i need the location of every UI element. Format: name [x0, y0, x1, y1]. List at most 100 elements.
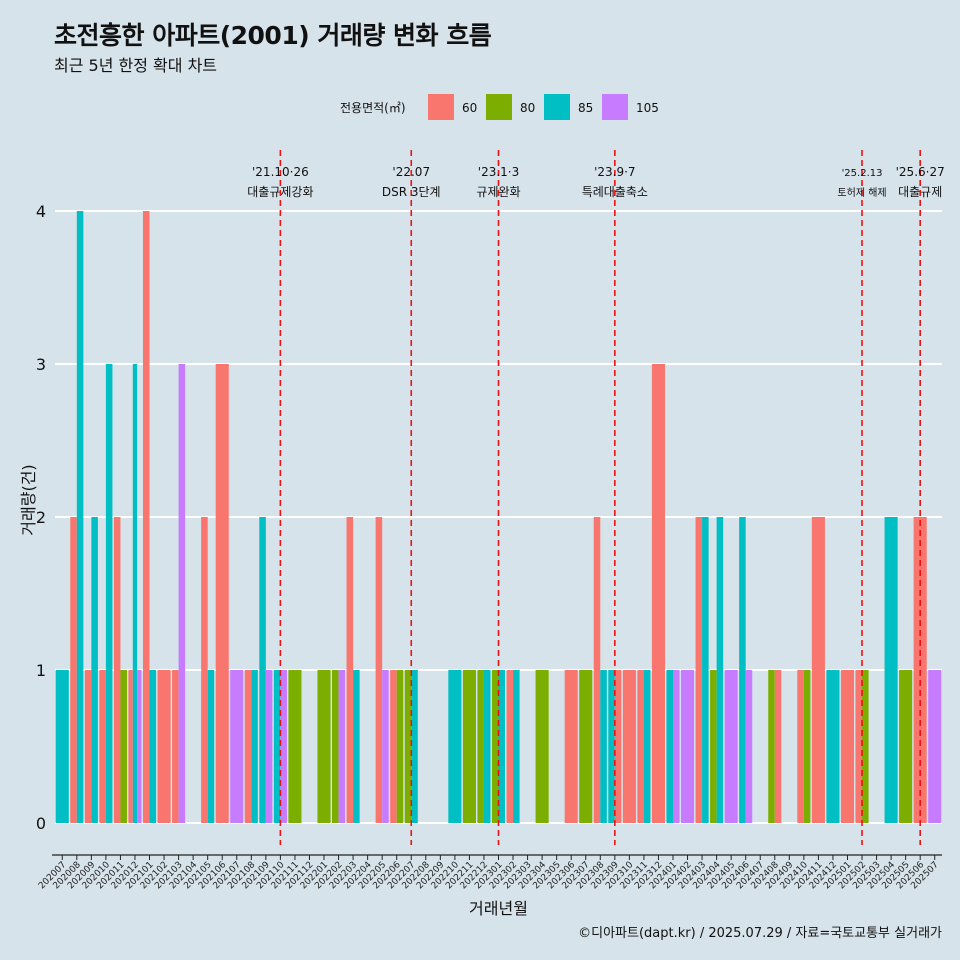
event-date-label: '25.2.13 — [842, 168, 883, 179]
y-tick-label: 4 — [36, 202, 46, 221]
bar-202207-85 — [411, 670, 418, 823]
bar-202009-60 — [84, 670, 92, 823]
bar-202201-80 — [317, 670, 331, 823]
event-name-label: 토허제 해제 — [837, 186, 886, 199]
bar-202105-60 — [201, 517, 208, 823]
bar-202012-85 — [132, 364, 138, 823]
x-axis-title: 거래년월 — [469, 899, 528, 918]
bar-202212-85 — [483, 670, 491, 823]
source-caption: ©디아파트(dapt.kr) / 2025.07.29 / 자료=국토교통부 실… — [578, 926, 942, 941]
bar-202212-80 — [477, 670, 484, 823]
y-tick-label: 0 — [36, 814, 46, 833]
bar-202502-80 — [862, 670, 869, 823]
bar-202412-85 — [826, 670, 840, 823]
legend-label-105: 105 — [636, 101, 659, 115]
bar-202309-60 — [614, 670, 622, 823]
event-name-label: 대출규제 — [898, 185, 942, 199]
legend-swatch-85 — [544, 94, 570, 120]
bar-202103-105 — [178, 364, 186, 823]
bar-202011-80 — [120, 670, 127, 823]
legend-label-80: 80 — [520, 101, 535, 115]
bar-202411-60 — [811, 517, 825, 823]
bar-202011-60 — [113, 517, 121, 823]
bar-202109-105 — [265, 670, 273, 823]
bar-202310-60 — [622, 670, 636, 823]
bar-202408-80 — [768, 670, 775, 823]
bar-202308-60 — [593, 517, 601, 823]
bar-202012-60 — [128, 670, 133, 823]
bar-202101-85 — [149, 670, 157, 823]
y-tick-label: 2 — [36, 508, 46, 527]
bar-202012-105 — [137, 670, 142, 823]
event-name-label: DSR 3단계 — [382, 185, 441, 199]
y-axis-title: 거래량(건) — [19, 464, 38, 535]
event-name-label: 대출규제강화 — [247, 185, 313, 199]
bar-202403-85 — [702, 517, 709, 823]
bar-202008-60 — [70, 517, 77, 823]
bar-202111-80 — [288, 670, 302, 823]
bar-202402-105 — [680, 670, 695, 823]
bar-202502-60 — [855, 670, 863, 823]
bar-202010-85 — [105, 364, 113, 823]
bar-202108-60 — [244, 670, 252, 823]
event-date-label: '23.1·3 — [478, 165, 519, 179]
y-tick-label: 3 — [36, 355, 46, 374]
bar-202205-60 — [375, 517, 383, 823]
bar-202507-105 — [928, 670, 942, 823]
legend: 전용면적(㎡) 60 80 85 105 — [340, 94, 659, 120]
bar-202105-85 — [207, 670, 215, 823]
bar-202202-80 — [332, 670, 339, 823]
bar-202101-60 — [142, 211, 150, 823]
legend-swatch-80 — [486, 94, 512, 120]
event-date-label: '25.6·27 — [896, 165, 945, 179]
bar-202406-85 — [739, 517, 746, 823]
bar-202007-85 — [55, 670, 69, 823]
bar-202109-85 — [259, 517, 266, 823]
y-tick-label: 1 — [36, 661, 46, 680]
bar-202307-80 — [579, 670, 593, 823]
bar-202207-80 — [404, 670, 412, 823]
bar-202410-60 — [797, 670, 804, 823]
bar-202408-60 — [774, 670, 782, 823]
bar-202405-105 — [724, 670, 738, 823]
bar-202206-80 — [396, 670, 404, 823]
bar-202401-85 — [666, 670, 673, 823]
bar-202501-60 — [840, 670, 855, 823]
event-date-label: '23.9·7 — [594, 165, 635, 179]
bar-202309-85 — [608, 670, 615, 823]
bar-202107-105 — [230, 670, 244, 823]
bar-202306-60 — [564, 670, 578, 823]
bar-202110-105 — [280, 670, 287, 823]
bar-202203-60 — [346, 517, 354, 823]
chart-title: 초전흥한 아파트(2001) 거래량 변화 흐름 — [54, 21, 492, 50]
legend-label-60: 60 — [462, 101, 477, 115]
bar-202102-60 — [157, 670, 171, 823]
event-name-label: 특례대출축소 — [582, 185, 648, 199]
bar-202312-60 — [651, 364, 665, 823]
legend-swatch-60 — [428, 94, 454, 120]
bar-202410-80 — [803, 670, 811, 823]
bar-202311-85 — [643, 670, 651, 823]
bar-202205-105 — [382, 670, 389, 823]
bar-202304-80 — [535, 670, 549, 823]
bar-202406-105 — [745, 670, 753, 823]
bar-202301-85 — [498, 670, 506, 823]
bar-202302-85 — [513, 670, 520, 823]
legend-label-85: 85 — [578, 101, 593, 115]
event-date-label: '22.07 — [392, 165, 430, 179]
legend-swatch-105 — [602, 94, 628, 120]
bar-202302-60 — [506, 670, 514, 823]
bar-202504-85 — [884, 517, 898, 823]
bar-202110-85 — [273, 670, 281, 823]
bar-202403-60 — [695, 517, 703, 823]
bar-202108-85 — [251, 670, 258, 823]
legend-title: 전용면적(㎡) — [340, 101, 406, 115]
bar-202211-80 — [462, 670, 476, 823]
bar-202401-105 — [672, 670, 680, 823]
bar-202008-85 — [76, 211, 84, 823]
bar-202106-60 — [215, 364, 229, 823]
bar-202404-85 — [716, 517, 724, 823]
chart-subtitle: 최근 5년 한정 확대 차트 — [54, 56, 218, 75]
bar-202308-85 — [600, 670, 607, 823]
